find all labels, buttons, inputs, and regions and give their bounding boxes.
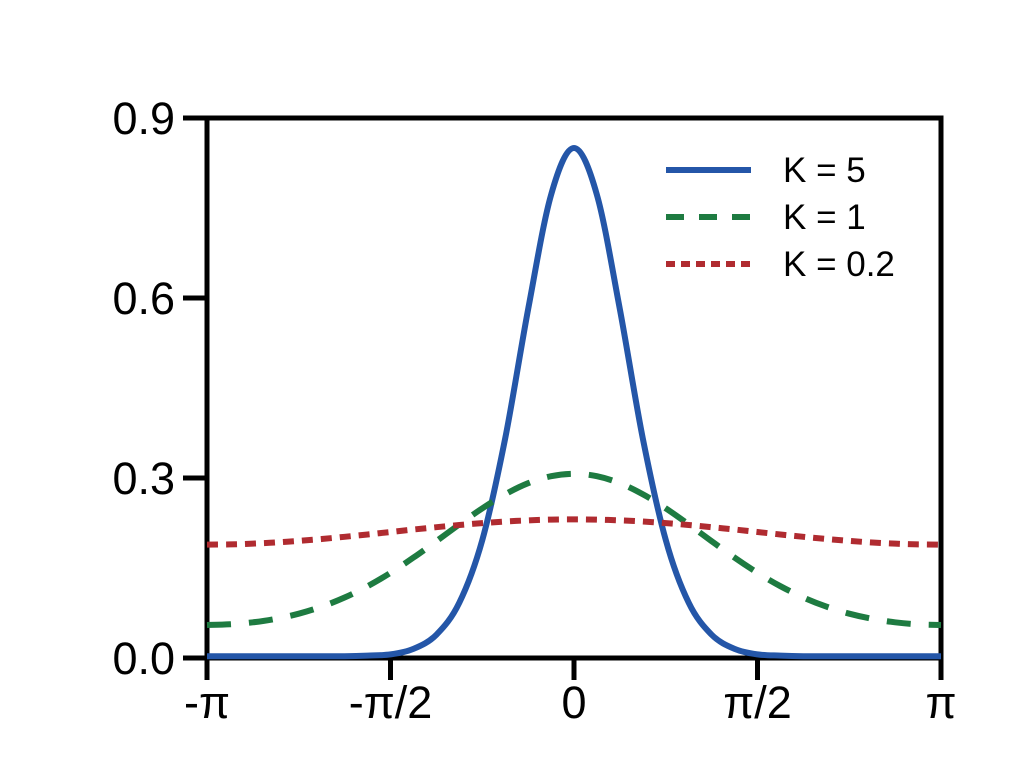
y-ticklabel-0.6: 0.6 [112, 273, 175, 324]
x-ticklabel-pi-half: π/2 [723, 677, 792, 728]
x-ticklabel-neg-pi-half: -π/2 [349, 677, 433, 728]
legend-label-k5: K = 5 [783, 151, 866, 190]
y-ticklabel-0.0: 0.0 [112, 633, 175, 684]
x-ticklabel-pi: π [925, 677, 956, 728]
curve-k5 [207, 145, 941, 660]
x-ticklabel-neg-pi: -π [184, 677, 230, 728]
x-axis-ticks [204, 658, 944, 680]
x-ticklabel-zero: 0 [561, 677, 586, 728]
legend-label-k1: K = 1 [783, 198, 866, 237]
curve-k0.2 [206, 516, 942, 548]
y-ticklabel-0.3: 0.3 [112, 453, 175, 504]
curves [206, 145, 942, 660]
y-axis-labels: 0.0 0.3 0.6 0.9 [112, 93, 175, 684]
y-ticklabel-0.9: 0.9 [112, 93, 175, 144]
y-axis-ticks [183, 115, 207, 661]
curve-k1 [206, 470, 942, 628]
legend-label-k0.2: K = 0.2 [783, 245, 895, 284]
legend: K = 5 K = 1 K = 0.2 [666, 151, 895, 284]
x-axis-labels: -π -π/2 0 π/2 π [184, 677, 957, 728]
